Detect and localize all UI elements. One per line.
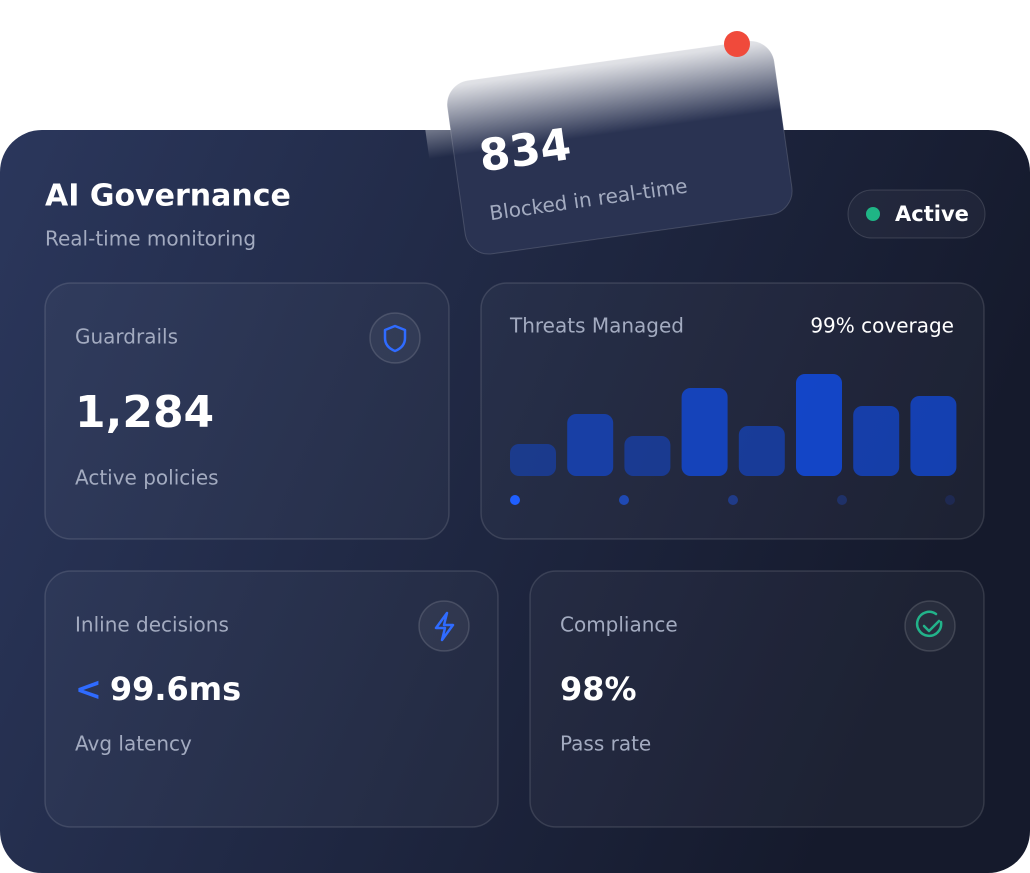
card-value: <99.6ms bbox=[75, 670, 241, 708]
card-label: Compliance bbox=[560, 613, 678, 637]
fade-overlay bbox=[405, 0, 814, 217]
comparator: < bbox=[75, 670, 102, 708]
check-icon bbox=[922, 619, 941, 633]
card-label: Inline decisions bbox=[75, 613, 229, 637]
bar-chart bbox=[510, 374, 957, 476]
floating-card: 834 Blocked in real-time bbox=[405, 0, 814, 255]
dot bbox=[619, 495, 629, 505]
bar bbox=[624, 436, 671, 476]
card-caption: Avg latency bbox=[75, 732, 192, 756]
bar bbox=[738, 426, 785, 476]
bar bbox=[796, 374, 842, 476]
bar bbox=[681, 388, 728, 476]
dot bbox=[510, 495, 520, 505]
title: AI Governance bbox=[45, 179, 291, 214]
dot bbox=[837, 495, 847, 505]
card-value: 1,284 bbox=[75, 387, 214, 438]
card-label: Threats Managed bbox=[509, 314, 684, 338]
icon-badge bbox=[904, 600, 956, 652]
bar bbox=[910, 396, 957, 476]
coverage: 99% coverage bbox=[810, 314, 954, 338]
dot bbox=[728, 495, 738, 505]
compliance-card bbox=[529, 570, 985, 828]
pager-dots bbox=[510, 495, 955, 505]
card-caption: Pass rate bbox=[560, 732, 651, 756]
subtitle: Real-time monitoring bbox=[45, 227, 256, 251]
card-caption: Active policies bbox=[75, 466, 219, 490]
card-value: 98% bbox=[560, 670, 637, 708]
bar bbox=[853, 406, 900, 476]
bar bbox=[510, 444, 556, 476]
bolt-icon bbox=[434, 611, 455, 642]
status-dot bbox=[866, 207, 880, 221]
latency-card bbox=[44, 570, 499, 828]
icon-badge bbox=[369, 312, 421, 364]
notification-dot bbox=[724, 31, 750, 57]
guardrails-card bbox=[44, 282, 450, 540]
threats-card bbox=[480, 282, 985, 540]
bar bbox=[567, 414, 614, 476]
shield-icon bbox=[383, 324, 407, 353]
status-pill bbox=[847, 189, 986, 239]
check-circle-icon bbox=[915, 610, 943, 638]
card-label: Guardrails bbox=[75, 325, 178, 349]
latency-value: 99.6ms bbox=[110, 670, 241, 708]
dot bbox=[945, 495, 955, 505]
status-text: Active bbox=[895, 202, 969, 226]
